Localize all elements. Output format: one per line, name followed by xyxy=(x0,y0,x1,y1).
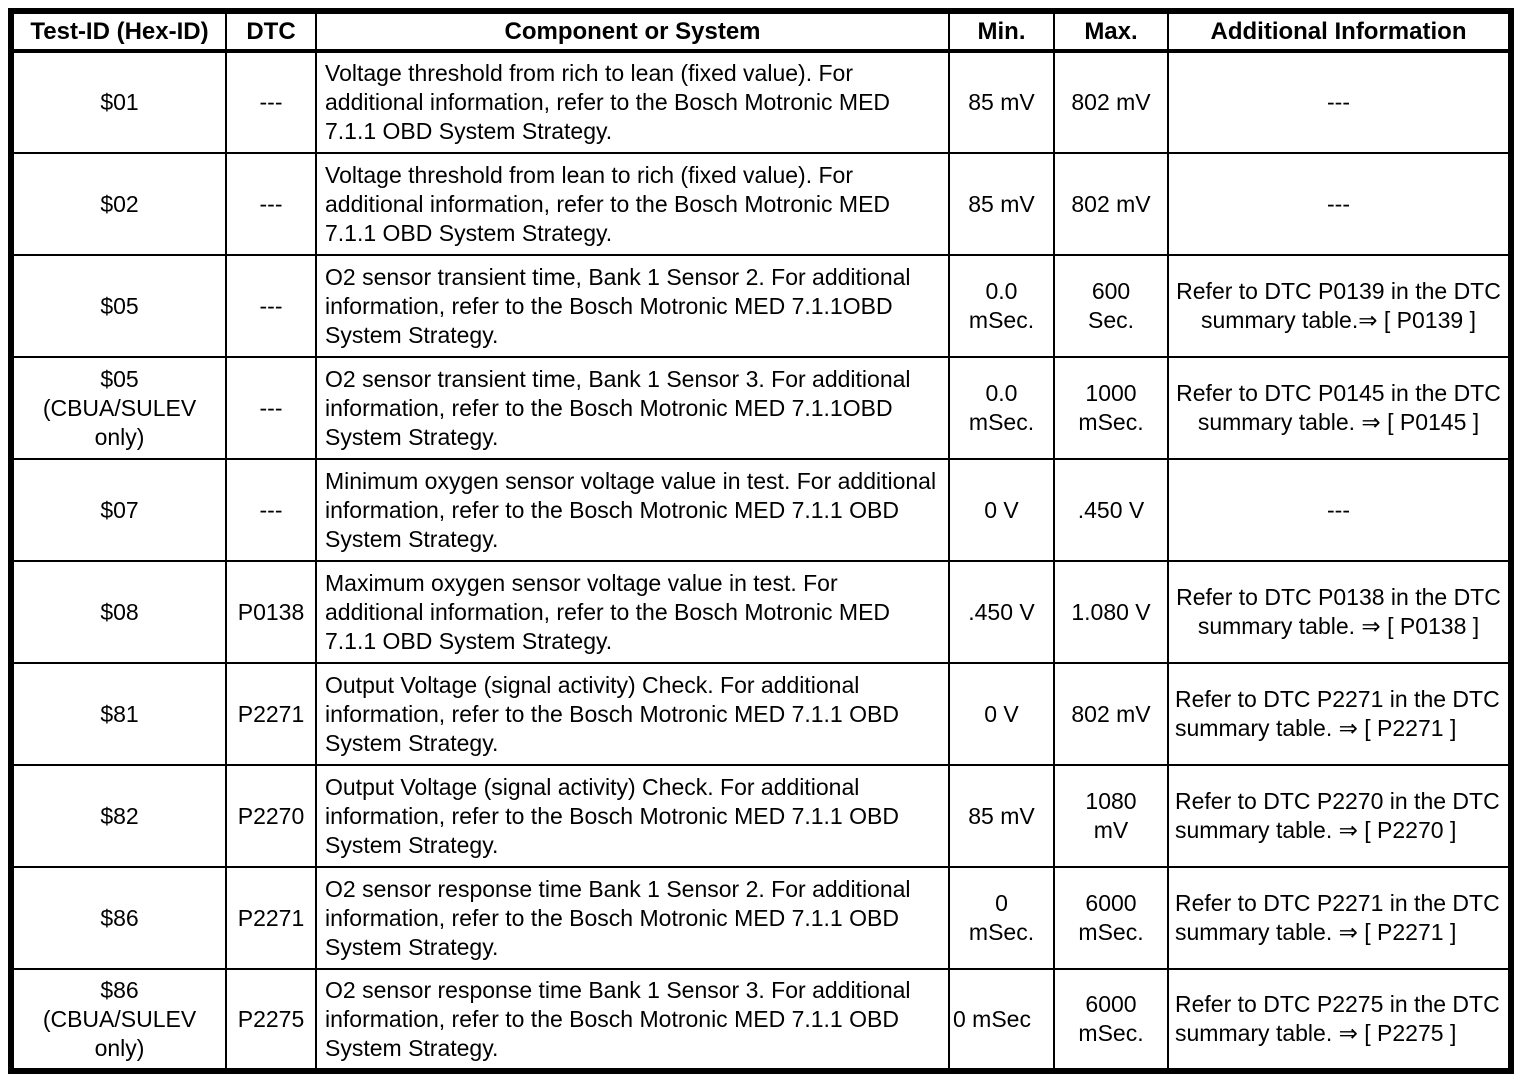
max-cell: 1000 mSec. xyxy=(1053,356,1169,460)
dtc-cell: --- xyxy=(225,152,317,256)
min-cell: 0.0 mSec. xyxy=(948,254,1055,358)
max-cell: 1080 mV xyxy=(1053,764,1169,868)
component-cell: Output Voltage (signal activity) Check. … xyxy=(315,764,950,868)
additional-info-cell: Refer to DTC P0145 in the DTC summary ta… xyxy=(1167,356,1512,460)
max-cell: .450 V xyxy=(1053,458,1169,562)
test-id-cell: $86 xyxy=(10,866,227,970)
max-cell: 6000 mSec. xyxy=(1053,968,1169,1072)
min-cell: 85 mV xyxy=(948,50,1055,154)
min-cell: 85 mV xyxy=(948,152,1055,256)
max-cell: 802 mV xyxy=(1053,152,1169,256)
column-header-additional: Additional Information xyxy=(1167,10,1512,53)
min-cell: .450 V xyxy=(948,560,1055,664)
test-id-cell: $81 xyxy=(10,662,227,766)
additional-info-cell: Refer to DTC P2275 in the DTC summary ta… xyxy=(1167,968,1512,1072)
test-id-cell: $02 xyxy=(10,152,227,256)
component-cell: O2 sensor transient time, Bank 1 Sensor … xyxy=(315,356,950,460)
test-id-cell: $08 xyxy=(10,560,227,664)
max-cell: 6000 mSec. xyxy=(1053,866,1169,970)
max-cell: 802 mV xyxy=(1053,662,1169,766)
component-cell: O2 sensor response time Bank 1 Sensor 3.… xyxy=(315,968,950,1072)
column-header-max: Max. xyxy=(1053,10,1169,53)
column-header-dtc: DTC xyxy=(225,10,317,53)
table-row: $08 P0138 Maximum oxygen sensor voltage … xyxy=(10,560,1512,664)
obd-test-id-table: Test-ID (Hex-ID) DTC Component or System… xyxy=(8,8,1514,1074)
column-header-min: Min. xyxy=(948,10,1055,53)
component-cell: Voltage threshold from lean to rich (fix… xyxy=(315,152,950,256)
max-cell: 600 Sec. xyxy=(1053,254,1169,358)
dtc-cell: P2271 xyxy=(225,662,317,766)
additional-info-cell: Refer to DTC P2271 in the DTC summary ta… xyxy=(1167,866,1512,970)
dtc-cell: --- xyxy=(225,458,317,562)
additional-info-cell: Refer to DTC P2270 in the DTC summary ta… xyxy=(1167,764,1512,868)
component-cell: Minimum oxygen sensor voltage value in t… xyxy=(315,458,950,562)
dtc-cell: --- xyxy=(225,356,317,460)
column-header-component: Component or System xyxy=(315,10,950,53)
header-row: Test-ID (Hex-ID) DTC Component or System… xyxy=(10,10,1512,53)
test-id-cell: $82 xyxy=(10,764,227,868)
table-row: $86 P2271 O2 sensor response time Bank 1… xyxy=(10,866,1512,970)
table-row: $07 --- Minimum oxygen sensor voltage va… xyxy=(10,458,1512,562)
dtc-cell: P2271 xyxy=(225,866,317,970)
max-cell: 802 mV xyxy=(1053,50,1169,154)
additional-info-cell: --- xyxy=(1167,152,1512,256)
test-id-cell: $07 xyxy=(10,458,227,562)
table-row: $86 (CBUA/SULEV only) P2275 O2 sensor re… xyxy=(10,968,1512,1072)
dtc-cell: P0138 xyxy=(225,560,317,664)
dtc-cell: --- xyxy=(225,254,317,358)
additional-info-cell: --- xyxy=(1167,458,1512,562)
min-cell: 0 V xyxy=(948,458,1055,562)
component-cell: Maximum oxygen sensor voltage value in t… xyxy=(315,560,950,664)
min-cell: 0.0 mSec. xyxy=(948,356,1055,460)
test-id-cell: $05 xyxy=(10,254,227,358)
test-id-cell: $86 (CBUA/SULEV only) xyxy=(10,968,227,1072)
min-cell: 0 V xyxy=(948,662,1055,766)
additional-info-cell: Refer to DTC P0139 in the DTC summary ta… xyxy=(1167,254,1512,358)
table-row: $05 --- O2 sensor transient time, Bank 1… xyxy=(10,254,1512,358)
component-cell: Voltage threshold from rich to lean (fix… xyxy=(315,50,950,154)
min-cell: 0 mSec xyxy=(948,968,1055,1072)
test-id-cell: $05 (CBUA/SULEV only) xyxy=(10,356,227,460)
dtc-cell: P2275 xyxy=(225,968,317,1072)
component-cell: Output Voltage (signal activity) Check. … xyxy=(315,662,950,766)
table-row: $02 --- Voltage threshold from lean to r… xyxy=(10,152,1512,256)
min-cell: 0 mSec. xyxy=(948,866,1055,970)
column-header-test-id: Test-ID (Hex-ID) xyxy=(10,10,227,53)
test-id-cell: $01 xyxy=(10,50,227,154)
max-cell: 1.080 V xyxy=(1053,560,1169,664)
dtc-cell: --- xyxy=(225,50,317,154)
component-cell: O2 sensor transient time, Bank 1 Sensor … xyxy=(315,254,950,358)
additional-info-cell: Refer to DTC P0138 in the DTC summary ta… xyxy=(1167,560,1512,664)
table-row: $82 P2270 Output Voltage (signal activit… xyxy=(10,764,1512,868)
additional-info-cell: Refer to DTC P2271 in the DTC summary ta… xyxy=(1167,662,1512,766)
additional-info-cell: --- xyxy=(1167,50,1512,154)
table-row: $81 P2271 Output Voltage (signal activit… xyxy=(10,662,1512,766)
component-cell: O2 sensor response time Bank 1 Sensor 2.… xyxy=(315,866,950,970)
table-row: $01 --- Voltage threshold from rich to l… xyxy=(10,50,1512,154)
min-cell: 85 mV xyxy=(948,764,1055,868)
dtc-cell: P2270 xyxy=(225,764,317,868)
table-row: $05 (CBUA/SULEV only) --- O2 sensor tran… xyxy=(10,356,1512,460)
